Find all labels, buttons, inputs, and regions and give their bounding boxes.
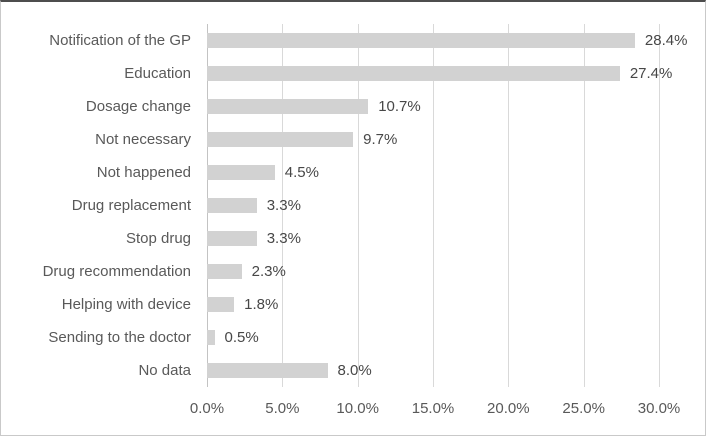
x-axis-tick-labels: 0.0% 5.0% 10.0% 15.0% 20.0% 25.0% 30.0% bbox=[190, 400, 680, 424]
x-tick-label: 15.0% bbox=[411, 400, 455, 417]
bar bbox=[207, 330, 215, 345]
category-label: Not necessary bbox=[95, 131, 191, 148]
x-tick-label: 0.0% bbox=[189, 400, 225, 417]
gridline bbox=[508, 24, 510, 387]
bar-row: 9.7% bbox=[207, 123, 659, 156]
bar bbox=[207, 264, 242, 279]
x-tick-label: 25.0% bbox=[562, 400, 605, 417]
bar-row: 3.3% bbox=[207, 189, 659, 222]
x-tick-label: 20.0% bbox=[487, 400, 530, 417]
bar bbox=[207, 363, 328, 378]
data-label: 27.4% bbox=[629, 65, 673, 82]
bar bbox=[207, 231, 257, 246]
bar bbox=[207, 132, 354, 147]
category-label: Drug replacement bbox=[71, 197, 191, 214]
gridline bbox=[583, 24, 585, 387]
bar-row: 4.5% bbox=[207, 156, 659, 189]
category-label: Helping with device bbox=[61, 296, 191, 313]
bar bbox=[207, 297, 235, 312]
data-label: 9.7% bbox=[363, 131, 398, 148]
data-label: 28.4% bbox=[644, 32, 688, 49]
bar-row: 10.7% bbox=[207, 90, 659, 123]
gridline bbox=[433, 24, 434, 387]
bar-row: 28.4% bbox=[207, 24, 687, 57]
bar bbox=[207, 66, 620, 81]
category-label: No data bbox=[138, 362, 191, 379]
x-tick-label: 10.0% bbox=[336, 400, 379, 417]
bar-row: 3.3% bbox=[207, 222, 659, 255]
category-label: Drug recommendation bbox=[42, 263, 191, 280]
data-label: 2.3% bbox=[251, 263, 286, 280]
gridline bbox=[659, 24, 660, 387]
bar bbox=[207, 165, 275, 180]
category-label: Education bbox=[124, 65, 191, 82]
category-label: Sending to the doctor bbox=[48, 329, 191, 346]
x-tick-label: 30.0% bbox=[637, 400, 681, 417]
category-label: Stop drug bbox=[125, 230, 191, 247]
category-label: Not happened bbox=[96, 164, 191, 181]
y-axis-category-labels: Notification of the GP Education Dosage ch… bbox=[1, 24, 199, 387]
bar bbox=[207, 198, 257, 213]
bar-row: 1.8% bbox=[207, 288, 659, 321]
gridline bbox=[282, 24, 284, 387]
bars-layer: 28.4% 27.4% 10.7% 9.7% 4.5% 3.3% 3.3% 2.3% 1.8% 0… bbox=[207, 24, 687, 387]
bar-row: 2.3% bbox=[207, 255, 659, 288]
data-label: 3.3% bbox=[266, 230, 301, 247]
bar bbox=[207, 33, 635, 48]
bar-row: 0.5% bbox=[207, 321, 659, 354]
data-label: 0.5% bbox=[224, 329, 259, 346]
data-label: 1.8% bbox=[244, 296, 279, 313]
bar bbox=[207, 99, 369, 114]
category-label: Dosage change bbox=[85, 98, 191, 115]
bar-row: 27.4% bbox=[207, 57, 672, 90]
gridline bbox=[357, 24, 359, 387]
data-label: 8.0% bbox=[337, 362, 372, 379]
data-label: 4.5% bbox=[284, 164, 319, 181]
data-label: 3.3% bbox=[266, 197, 301, 214]
category-label: Notification of the GP bbox=[49, 32, 191, 49]
x-tick-label: 5.0% bbox=[265, 400, 300, 417]
data-label: 10.7% bbox=[378, 98, 421, 115]
plot-area: 28.4% 27.4% 10.7% 9.7% 4.5% 3.3% 3.3% 2.3% 1.8% 0… bbox=[207, 24, 687, 387]
bar-row: 8.0% bbox=[207, 354, 659, 387]
